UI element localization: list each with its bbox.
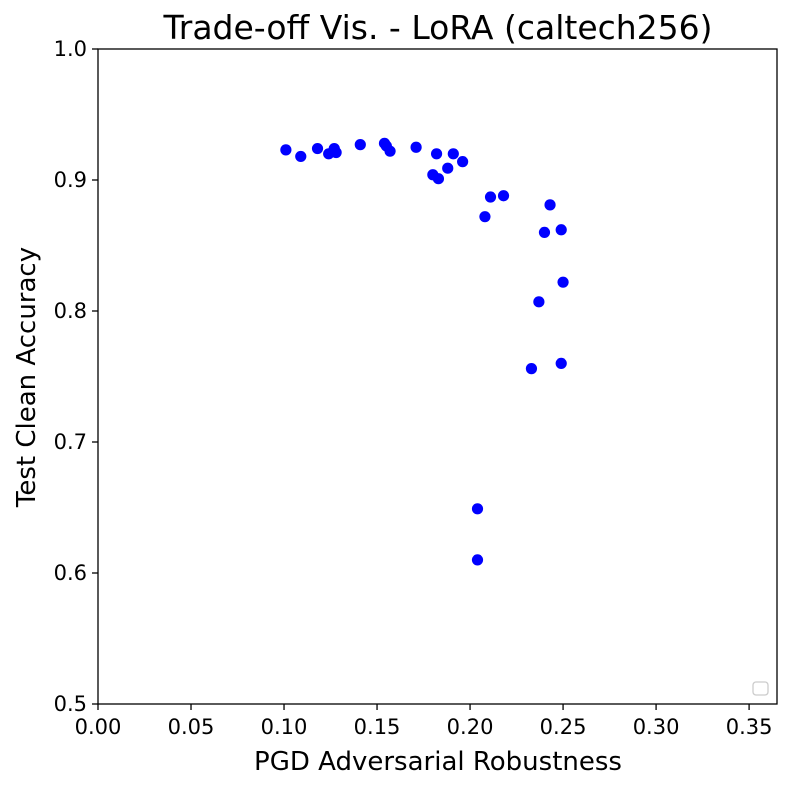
data-point (432, 173, 445, 185)
x-tick-label: 0.05 (168, 715, 215, 739)
x-tick-label: 0.10 (261, 715, 308, 739)
x-tick-label: 0.15 (354, 715, 401, 739)
y-axis-label: Test Clean Accuracy (12, 247, 42, 508)
data-point (280, 144, 292, 156)
y-tick-label: 1.0 (54, 37, 87, 61)
y-tick-label: 0.9 (54, 168, 87, 192)
data-point (557, 276, 569, 288)
y-tick-label: 0.5 (54, 692, 87, 716)
data-point (384, 145, 396, 157)
data-point (484, 191, 497, 203)
data-point (430, 148, 443, 160)
data-point (354, 139, 366, 151)
data-point (555, 357, 567, 369)
data-point (544, 199, 556, 211)
data-point (447, 148, 459, 160)
data-point (311, 142, 324, 155)
plot-frame (97, 48, 778, 705)
data-point (538, 226, 551, 238)
data-point (471, 503, 484, 515)
x-tick-label: 0.00 (75, 715, 122, 739)
x-axis-label: PGD Adversarial Robustness (254, 747, 622, 777)
x-tick-label: 0.25 (540, 715, 587, 739)
y-tick-label: 0.6 (54, 561, 87, 585)
chart-title: Trade-off Vis. - LoRA (caltech256) (162, 8, 712, 47)
data-point (471, 554, 484, 566)
data-point (479, 211, 491, 223)
data-point (525, 363, 538, 375)
data-point (295, 150, 307, 163)
data-point (555, 224, 567, 236)
x-tick-label: 0.20 (447, 715, 494, 739)
data-point (410, 141, 422, 153)
y-tick-label: 0.7 (54, 430, 87, 454)
x-tick-label: 0.30 (633, 715, 680, 739)
x-tick-label: 0.35 (726, 715, 773, 739)
empty-legend-box (752, 681, 769, 696)
points-layer (280, 137, 569, 566)
data-point (442, 162, 454, 174)
data-point (457, 156, 469, 168)
data-point (330, 146, 342, 159)
y-tick-label: 0.8 (54, 299, 87, 323)
x-ticks: 0.00 0.05 0.10 0.15 0.20 0.25 0.30 0.35 (75, 704, 773, 739)
data-point (533, 296, 545, 308)
data-point (497, 190, 510, 202)
y-ticks: 0.5 0.6 0.7 0.8 0.9 1.0 (54, 37, 98, 716)
